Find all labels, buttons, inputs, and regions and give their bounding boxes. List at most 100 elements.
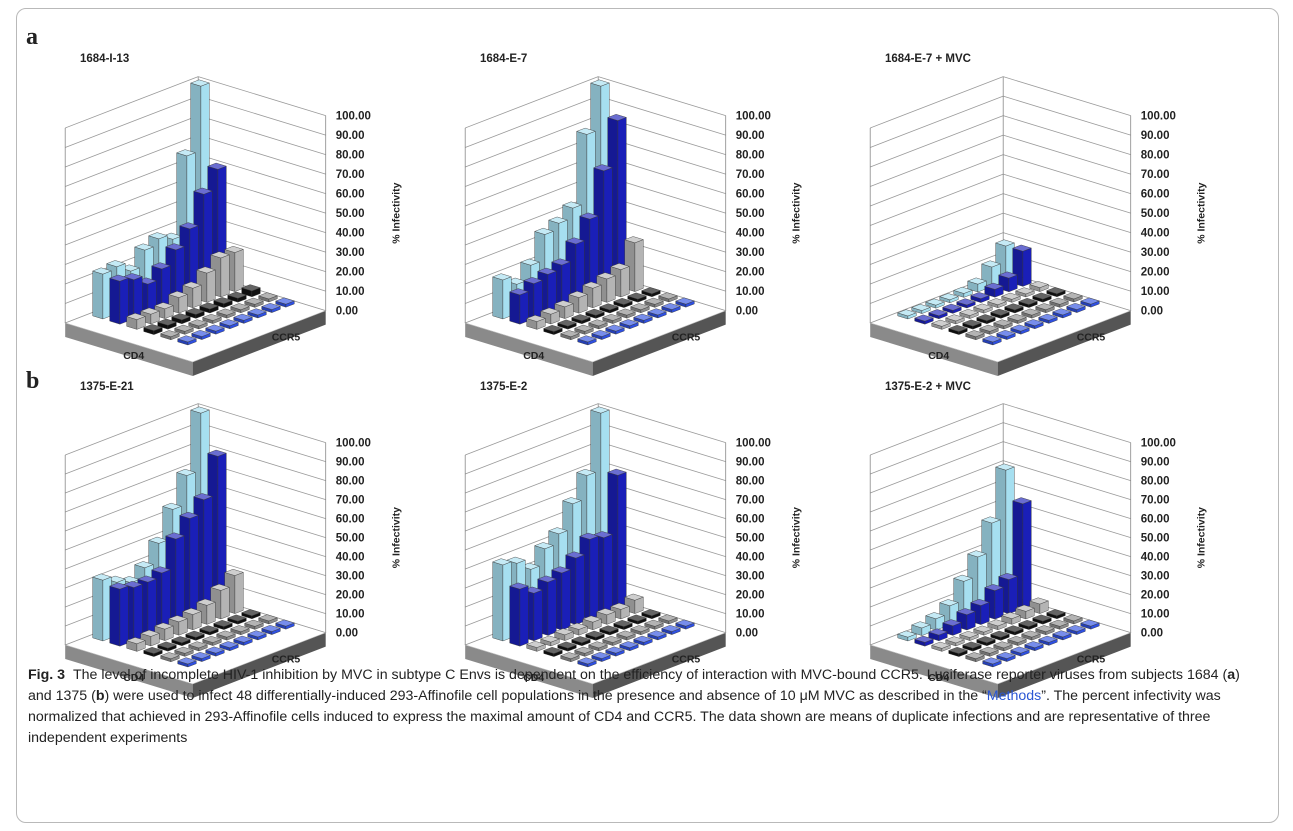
z-tick-label: 30.00 bbox=[336, 247, 365, 259]
bar-top-face bbox=[582, 615, 602, 623]
bar-row2-col1 bbox=[509, 582, 529, 647]
bar-row4-col6 bbox=[613, 298, 633, 308]
bar-top-face bbox=[596, 272, 616, 280]
bar-row2-col4 bbox=[956, 298, 976, 309]
methods-link[interactable]: Methods bbox=[986, 688, 1042, 704]
z-tick-label: 50.00 bbox=[336, 208, 365, 220]
bar-row6-col3 bbox=[605, 646, 625, 657]
bar-top-face bbox=[1015, 287, 1035, 295]
bar-top-face bbox=[931, 641, 951, 649]
bar-top-face bbox=[1038, 313, 1058, 321]
bar-top-face bbox=[196, 266, 216, 274]
bar-top-face bbox=[928, 628, 948, 636]
chart-body bbox=[869, 76, 1132, 376]
bar-row4-col1 bbox=[948, 325, 968, 335]
bar-top-face bbox=[171, 313, 191, 321]
bar-top-face bbox=[179, 222, 199, 230]
z-tick-label: 70.00 bbox=[736, 169, 765, 181]
bar-top-face bbox=[956, 608, 976, 615]
z-tick-label: 100.00 bbox=[736, 438, 771, 450]
bar-row3-col3 bbox=[154, 622, 174, 641]
bar-top-face bbox=[911, 621, 931, 629]
bar-top-face bbox=[948, 647, 968, 654]
grid-line-right bbox=[198, 441, 326, 482]
bar-row3-col1 bbox=[526, 315, 546, 330]
bar-right-face bbox=[1022, 500, 1032, 609]
bar-top-face bbox=[565, 237, 585, 245]
bar-row4-col8 bbox=[641, 609, 661, 620]
bar-row6-col2 bbox=[591, 330, 611, 340]
bar-row1-col3 bbox=[925, 298, 945, 309]
bar-top-face bbox=[976, 636, 996, 643]
grid-line-right bbox=[1003, 154, 1131, 195]
bar-top-face bbox=[576, 469, 596, 476]
bar-row6-col8 bbox=[275, 619, 295, 630]
bar-right-face bbox=[220, 586, 230, 620]
bar-top-face bbox=[588, 319, 608, 327]
bar-top-face bbox=[224, 569, 244, 576]
z-tick-label: 60.00 bbox=[736, 189, 765, 201]
bar-top-face bbox=[492, 558, 512, 566]
bar-top-face bbox=[182, 608, 202, 615]
grid-line-left bbox=[870, 193, 1004, 246]
bar-top-face bbox=[202, 636, 222, 643]
bar-top-face bbox=[554, 628, 574, 636]
bar-row2-col3 bbox=[942, 303, 962, 314]
bar-top-face bbox=[275, 297, 295, 305]
grid-line-left bbox=[870, 95, 1004, 148]
bar-row6-col3 bbox=[205, 646, 225, 657]
bar-row3-col7 bbox=[1015, 604, 1035, 620]
floor-right-edge bbox=[192, 632, 326, 698]
bar-top-face bbox=[560, 330, 580, 337]
bar-right-face bbox=[617, 471, 627, 609]
bar-top-face bbox=[987, 619, 1007, 627]
bar-top-face bbox=[1035, 303, 1055, 310]
z-tick-label: 70.00 bbox=[336, 495, 365, 507]
bar-row3-col7 bbox=[1015, 287, 1035, 298]
bar-row6-col4 bbox=[219, 641, 239, 652]
bar-top-face bbox=[174, 646, 194, 654]
z-tick-label: 50.00 bbox=[736, 208, 765, 220]
bar-top-face bbox=[593, 164, 613, 172]
bar-top-face bbox=[247, 630, 267, 638]
bar-top-face bbox=[585, 308, 605, 316]
z-tick-label: 50.00 bbox=[336, 533, 365, 545]
bar-top-face bbox=[582, 281, 602, 289]
bar-top-face bbox=[233, 313, 253, 321]
grid-line-left bbox=[65, 76, 199, 129]
bar-row2-col1 bbox=[914, 314, 934, 325]
z-tick-label: 0.00 bbox=[736, 628, 758, 640]
z-axis-title: % Infectivity bbox=[791, 182, 803, 243]
grid-line-left bbox=[870, 536, 1004, 589]
bar-top-face bbox=[143, 647, 163, 654]
grid-line-left bbox=[65, 212, 199, 265]
bar-left-face bbox=[109, 585, 121, 647]
grid-line-right bbox=[598, 441, 726, 482]
bar-row6-col8 bbox=[675, 619, 695, 630]
bar-top-face bbox=[607, 114, 627, 121]
z-tick-label: 100.00 bbox=[1141, 111, 1176, 123]
z-tick-label: 40.00 bbox=[1141, 552, 1170, 564]
bar-top-face bbox=[157, 641, 177, 649]
bar-top-face bbox=[523, 277, 543, 284]
bar-row4-col8 bbox=[1046, 287, 1066, 298]
bar-row5-col4 bbox=[1007, 636, 1027, 646]
bar-row5-col4 bbox=[202, 636, 222, 646]
chart-title: 1684-E-7 + MVC bbox=[885, 53, 971, 65]
bar-top-face bbox=[216, 630, 236, 638]
z-tick-label: 100.00 bbox=[1141, 438, 1176, 450]
grid-line-right bbox=[1003, 460, 1131, 501]
z-tick-label: 90.00 bbox=[336, 130, 365, 142]
bar-top-face bbox=[543, 325, 563, 332]
bar-top-face bbox=[976, 314, 996, 321]
bar-row6-col5 bbox=[633, 635, 653, 646]
bar-top-face bbox=[1010, 646, 1030, 654]
bar-top-face bbox=[579, 532, 599, 540]
bar-top-face bbox=[157, 318, 177, 326]
bar-row5-col4 bbox=[202, 314, 222, 324]
bar-top-face bbox=[644, 297, 664, 305]
bar-top-face bbox=[607, 468, 627, 476]
bar-top-face bbox=[602, 636, 622, 643]
grid-line-left bbox=[465, 441, 599, 494]
bar-top-face bbox=[953, 286, 973, 294]
